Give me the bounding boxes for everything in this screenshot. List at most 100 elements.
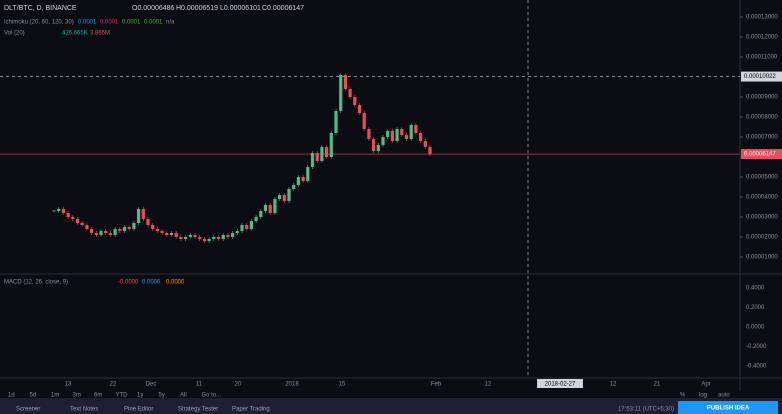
ichimoku-value: 0.0001: [122, 20, 141, 26]
macd-scale-label: 0.0000: [746, 325, 765, 331]
macd-scale-label: -0.4000: [746, 364, 767, 370]
candle: [198, 237, 202, 239]
range-button[interactable]: 5y: [159, 393, 165, 399]
ichimoku-value: 0.0001: [144, 20, 163, 26]
clock: 17:53:11 (UTC+5:30): [618, 407, 674, 413]
ichimoku-value: n/a: [166, 20, 175, 26]
time-label: 22: [110, 382, 117, 388]
candle: [207, 239, 211, 241]
ichimoku-value: 0.0001: [78, 20, 97, 26]
range-button[interactable]: All: [180, 393, 187, 399]
time-label: Feb: [431, 382, 442, 388]
volume-value: 426.665K: [62, 31, 88, 37]
y-tick-label: 0.00008000: [746, 115, 778, 121]
time-label: 12: [610, 382, 617, 388]
candle: [376, 145, 380, 151]
candle: [339, 75, 343, 111]
candle: [320, 147, 324, 161]
candle: [188, 235, 192, 237]
time-label: 13: [65, 382, 72, 388]
candle: [315, 153, 319, 161]
candle: [184, 237, 188, 239]
ichimoku-value: 0.0001: [100, 20, 119, 26]
range-button[interactable]: 5d: [30, 393, 37, 399]
candle: [245, 225, 249, 229]
y-tick-label: 0.00012000: [746, 35, 778, 41]
candle: [428, 147, 432, 155]
range-button[interactable]: Go to...: [202, 393, 222, 399]
y-tick-label: 0.00002000: [746, 235, 778, 241]
bottom-tab[interactable]: Pine Editor: [124, 407, 153, 413]
ichimoku-title: Ichimoku (20, 60, 120, 30): [4, 20, 74, 26]
scale-option[interactable]: auto: [718, 393, 730, 399]
candle: [85, 225, 89, 229]
y-tick-label: 0.00007000: [746, 135, 778, 141]
candle: [263, 205, 268, 211]
y-tick-label: 0.00003000: [746, 215, 778, 221]
candle: [348, 89, 352, 97]
bottom-tab[interactable]: Paper Trading: [232, 407, 270, 413]
y-tick-label: 0.00005000: [746, 175, 778, 181]
scale-option[interactable]: log: [699, 393, 707, 399]
candle: [118, 229, 122, 231]
candle: [249, 221, 253, 229]
range-button[interactable]: 1d: [8, 393, 15, 399]
ohlc-high: H0.00006519: [176, 5, 218, 12]
candle: [390, 131, 394, 141]
publish-button[interactable]: [678, 401, 778, 414]
candle: [306, 167, 310, 181]
candle: [292, 185, 296, 189]
candle: [165, 233, 169, 235]
scale-option[interactable]: %: [680, 393, 686, 399]
crosshair-price-box: [741, 71, 782, 82]
range-button[interactable]: 3m: [73, 393, 81, 399]
range-button[interactable]: 1m: [51, 393, 59, 399]
candle: [362, 113, 366, 129]
candle: [57, 209, 61, 211]
bottom-tab[interactable]: Strategy Tester: [178, 407, 218, 413]
macd-value: 0.0000: [142, 280, 161, 286]
candle: [169, 233, 174, 235]
y-tick-label: 0.00011000: [746, 55, 778, 61]
candle: [155, 229, 159, 231]
time-label: Dec: [146, 382, 157, 388]
candle: [259, 211, 263, 217]
symbol: DLT/BTC, D, BINANCE: [4, 5, 77, 12]
range-button[interactable]: 6m: [94, 393, 102, 399]
candle: [52, 210, 56, 212]
candle: [268, 205, 272, 213]
candle: [414, 125, 418, 133]
candle: [386, 131, 390, 137]
ohlc-open: O0.00006486: [132, 5, 175, 12]
time-label: 11: [196, 382, 203, 388]
candle: [122, 227, 127, 231]
candle: [372, 139, 376, 151]
bottom-tab[interactable]: Text Notes: [70, 407, 98, 413]
candle: [151, 225, 155, 229]
candle: [61, 209, 65, 213]
candle: [108, 233, 112, 235]
range-button[interactable]: YTD: [116, 393, 129, 399]
last-price-box: [741, 149, 782, 160]
range-button[interactable]: 1y: [137, 393, 143, 399]
candle: [141, 209, 145, 219]
candle: [240, 225, 244, 231]
publish-label[interactable]: PUBLISH IDEA: [707, 406, 750, 412]
macd-value: -0.0000: [118, 280, 139, 286]
candle: [254, 217, 258, 221]
candle: [329, 133, 333, 157]
time-label: 20: [235, 382, 242, 388]
crosshair-price-label: 0.00010022: [744, 74, 776, 80]
macd-value: 0.0000: [166, 280, 185, 286]
last-price-label: 0.00006147: [744, 152, 776, 158]
candle: [127, 227, 131, 229]
time-label: 15: [339, 382, 346, 388]
bottom-tab[interactable]: Screener: [16, 407, 40, 413]
candle: [202, 239, 206, 241]
candle: [404, 135, 409, 139]
candle: [419, 133, 423, 141]
bottom-toolbar: [0, 398, 782, 414]
volume-value: 3.865M: [90, 31, 110, 37]
candle: [146, 219, 150, 225]
